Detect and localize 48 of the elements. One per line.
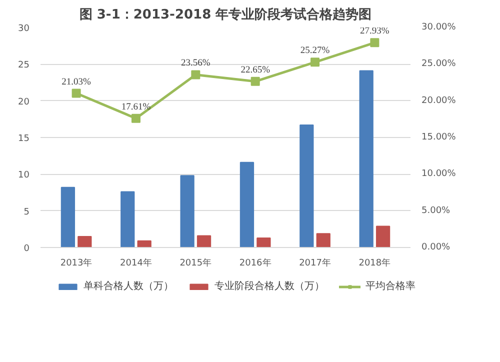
bar — [256, 237, 271, 248]
x-tick-label: 2015年 — [180, 258, 212, 268]
x-tick-label: 2017年 — [299, 258, 331, 268]
x-tick-label: 2016年 — [239, 258, 272, 268]
bar — [180, 175, 194, 248]
chart-title: 图 3-1：2013-2018 年专业阶段考试合格趋势图 — [79, 6, 372, 22]
bar — [240, 162, 254, 248]
bar — [120, 191, 135, 248]
data-label: 22.65% — [240, 65, 270, 76]
point — [310, 58, 320, 67]
point — [131, 114, 140, 123]
bar — [196, 235, 212, 248]
bar — [376, 226, 390, 248]
data-label: 25.27% — [300, 46, 330, 56]
bar — [60, 186, 76, 248]
y-tick-label: 10 — [18, 170, 30, 181]
data-label: 17.61% — [121, 102, 151, 112]
point — [191, 70, 200, 80]
y2-tick-label: 20.00% — [422, 96, 456, 106]
point — [250, 76, 260, 86]
bar — [78, 236, 92, 248]
x-tick-label: 2014年 — [120, 258, 152, 268]
y-tick-label: 5 — [24, 207, 30, 218]
y2-tick-label: 30.00% — [422, 22, 456, 32]
bar — [316, 233, 330, 248]
y2-tick-label: 10.00% — [422, 169, 456, 180]
y2-tick-label: 25.00% — [422, 59, 456, 70]
y-tick-label: 30 — [18, 24, 30, 34]
legend-label: 单科合格人数（万） — [84, 280, 174, 293]
x-tick-label: 2013年 — [60, 258, 92, 268]
data-label: 23.56% — [181, 58, 210, 69]
data-label: 21.03% — [62, 77, 92, 88]
y-tick-label: 20 — [18, 97, 30, 108]
point — [72, 88, 81, 98]
y-tick-label: 0 — [24, 244, 30, 254]
y2-tick-label: 15.00% — [422, 132, 456, 142]
y2-tick-label: 5.00% — [422, 206, 451, 216]
y-tick-label: 25 — [18, 60, 30, 71]
x-tick-label: 2018年 — [358, 258, 391, 268]
legend-label: 平均合格率 — [366, 280, 416, 293]
data-label: 27.93% — [360, 26, 390, 37]
bar — [359, 70, 374, 248]
bar — [300, 124, 314, 248]
legend-label: 专业阶段合格人数（万） — [214, 280, 324, 293]
point — [370, 38, 380, 48]
bar — [137, 240, 152, 248]
y-tick-label: 15 — [18, 134, 30, 144]
y2-tick-label: 0.00% — [422, 242, 451, 252]
